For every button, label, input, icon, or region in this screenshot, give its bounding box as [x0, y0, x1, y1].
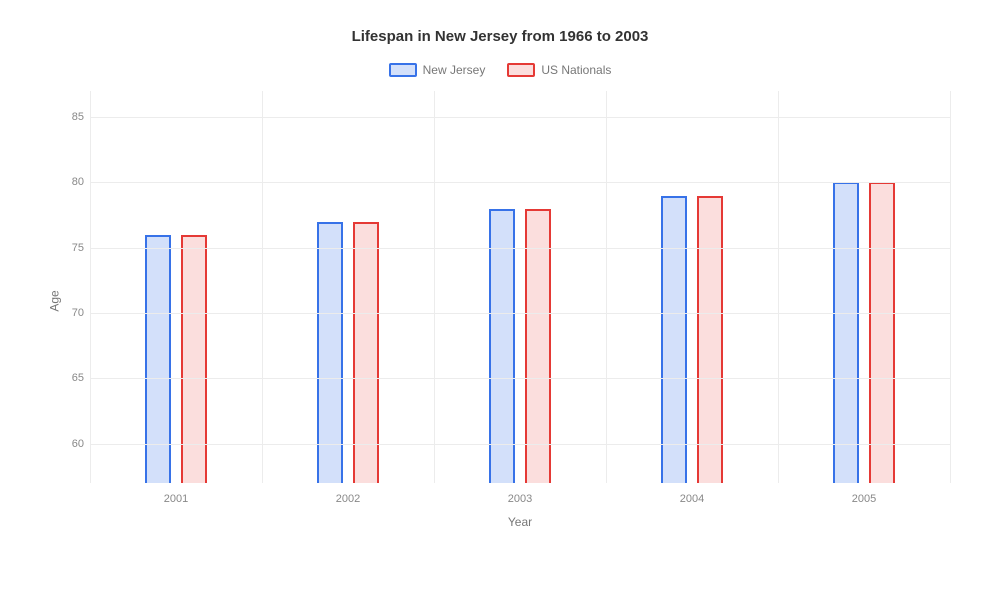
x-tick-label: 2003	[508, 493, 532, 505]
x-tick-label: 2005	[852, 493, 876, 505]
y-tick-label: 80	[60, 176, 84, 188]
gridline	[90, 378, 950, 379]
gridline-vertical	[950, 91, 951, 483]
y-tick-label: 75	[60, 242, 84, 254]
bar	[181, 235, 207, 483]
gridline	[90, 117, 950, 118]
legend-label: New Jersey	[423, 63, 486, 77]
chart-container: Lifespan in New Jersey from 1966 to 2003…	[0, 0, 1000, 600]
legend-swatch-new-jersey	[389, 63, 417, 77]
bars-area	[90, 91, 950, 483]
chart-title: Lifespan in New Jersey from 1966 to 2003	[30, 28, 970, 45]
x-tick-label: 2002	[336, 493, 360, 505]
legend: New Jersey US Nationals	[30, 63, 970, 77]
bar	[869, 182, 895, 483]
legend-item-us-nationals: US Nationals	[507, 63, 611, 77]
bar	[661, 196, 687, 483]
legend-item-new-jersey: New Jersey	[389, 63, 486, 77]
y-tick-label: 60	[60, 438, 84, 450]
y-tick-label: 85	[60, 111, 84, 123]
x-axis-label: Year	[90, 515, 950, 529]
legend-label: US Nationals	[541, 63, 611, 77]
gridline	[90, 313, 950, 314]
x-tick-label: 2001	[164, 493, 188, 505]
gridline-vertical	[434, 91, 435, 483]
bar	[489, 209, 515, 483]
x-tick-label: 2004	[680, 493, 704, 505]
bar	[833, 182, 859, 483]
y-tick-label: 70	[60, 307, 84, 319]
gridline-vertical	[778, 91, 779, 483]
gridline-vertical	[606, 91, 607, 483]
bar	[525, 209, 551, 483]
gridline	[90, 182, 950, 183]
gridline-vertical	[262, 91, 263, 483]
legend-swatch-us-nationals	[507, 63, 535, 77]
bar	[697, 196, 723, 483]
y-tick-label: 65	[60, 372, 84, 384]
gridline-vertical	[90, 91, 91, 483]
bar	[145, 235, 171, 483]
gridline	[90, 248, 950, 249]
plot-area: Age 60657075808520012002200320042005	[90, 91, 950, 511]
gridline	[90, 444, 950, 445]
